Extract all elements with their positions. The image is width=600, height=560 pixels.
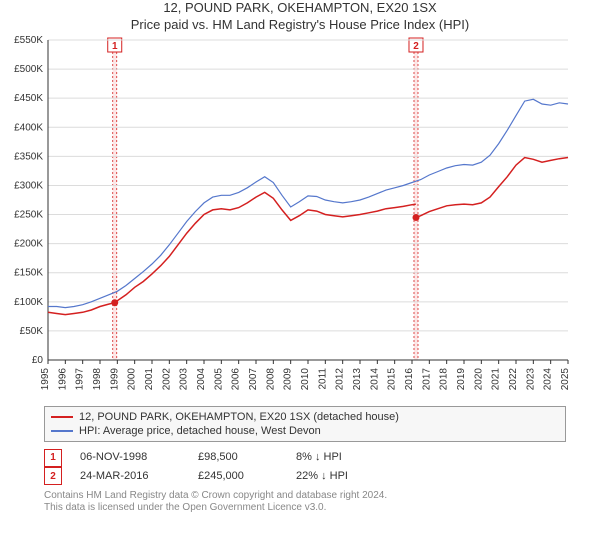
svg-text:2010: 2010 bbox=[300, 367, 311, 390]
svg-text:2018: 2018 bbox=[439, 367, 450, 390]
svg-text:2020: 2020 bbox=[473, 367, 484, 390]
svg-text:2005: 2005 bbox=[213, 367, 224, 390]
svg-text:2000: 2000 bbox=[127, 367, 138, 390]
svg-text:2011: 2011 bbox=[317, 367, 328, 389]
svg-text:£250K: £250K bbox=[14, 209, 43, 220]
event-price: £98,500 bbox=[198, 448, 278, 467]
svg-text:2013: 2013 bbox=[352, 367, 363, 390]
svg-text:£50K: £50K bbox=[20, 326, 44, 337]
svg-text:2014: 2014 bbox=[369, 367, 380, 390]
legend: 12, POUND PARK, OKEHAMPTON, EX20 1SX (de… bbox=[44, 406, 566, 443]
events-table: 1 06-NOV-1998 £98,500 8% ↓ HPI 2 24-MAR-… bbox=[44, 448, 566, 485]
page-subtitle: Price paid vs. HM Land Registry's House … bbox=[0, 17, 600, 34]
svg-text:2002: 2002 bbox=[161, 367, 172, 390]
footer-line: This data is licensed under the Open Gov… bbox=[44, 502, 566, 515]
event-row: 1 06-NOV-1998 £98,500 8% ↓ HPI bbox=[44, 448, 566, 467]
svg-text:2016: 2016 bbox=[404, 367, 415, 390]
svg-text:2006: 2006 bbox=[231, 367, 242, 390]
svg-text:£150K: £150K bbox=[14, 268, 43, 279]
legend-item-hpi: HPI: Average price, detached house, West… bbox=[51, 424, 559, 438]
svg-text:1996: 1996 bbox=[57, 367, 68, 390]
svg-text:£550K: £550K bbox=[14, 35, 43, 46]
svg-text:£0: £0 bbox=[32, 355, 44, 366]
legend-label: 12, POUND PARK, OKEHAMPTON, EX20 1SX (de… bbox=[79, 410, 399, 424]
footer: Contains HM Land Registry data © Crown c… bbox=[44, 490, 566, 515]
svg-text:2024: 2024 bbox=[543, 367, 554, 390]
svg-text:2003: 2003 bbox=[179, 367, 190, 390]
svg-text:2019: 2019 bbox=[456, 367, 467, 390]
event-row: 2 24-MAR-2016 £245,000 22% ↓ HPI bbox=[44, 467, 566, 486]
svg-text:£350K: £350K bbox=[14, 151, 43, 162]
event-price: £245,000 bbox=[198, 467, 278, 486]
legend-label: HPI: Average price, detached house, West… bbox=[79, 424, 321, 438]
svg-text:2: 2 bbox=[413, 41, 419, 52]
svg-text:£400K: £400K bbox=[14, 122, 43, 133]
svg-text:2004: 2004 bbox=[196, 367, 207, 390]
svg-text:2025: 2025 bbox=[560, 367, 571, 390]
event-badge: 1 bbox=[44, 449, 62, 467]
legend-swatch bbox=[51, 416, 73, 418]
svg-text:2008: 2008 bbox=[265, 367, 276, 390]
svg-text:£100K: £100K bbox=[14, 297, 43, 308]
footer-line: Contains HM Land Registry data © Crown c… bbox=[44, 490, 566, 503]
svg-text:2022: 2022 bbox=[508, 367, 519, 390]
legend-swatch bbox=[51, 430, 73, 432]
svg-text:2021: 2021 bbox=[491, 367, 502, 390]
svg-text:£450K: £450K bbox=[14, 93, 43, 104]
price-chart: 1 2 £0 £50K £100K £150K £200K £250K £300K £350K £4… bbox=[0, 34, 600, 402]
event-badge: 2 bbox=[44, 467, 62, 485]
svg-text:1: 1 bbox=[112, 41, 118, 52]
event-delta: 22% ↓ HPI bbox=[296, 467, 348, 486]
svg-text:1999: 1999 bbox=[109, 367, 120, 390]
svg-text:2009: 2009 bbox=[283, 367, 294, 390]
svg-text:2007: 2007 bbox=[248, 367, 259, 390]
svg-text:2001: 2001 bbox=[144, 367, 155, 390]
event-date: 24-MAR-2016 bbox=[80, 467, 180, 486]
page-title: 12, POUND PARK, OKEHAMPTON, EX20 1SX bbox=[0, 0, 600, 17]
legend-item-property: 12, POUND PARK, OKEHAMPTON, EX20 1SX (de… bbox=[51, 410, 559, 424]
svg-text:£200K: £200K bbox=[14, 238, 43, 249]
svg-text:£300K: £300K bbox=[14, 180, 43, 191]
svg-text:2012: 2012 bbox=[335, 367, 346, 390]
svg-text:1997: 1997 bbox=[75, 367, 86, 390]
svg-text:2017: 2017 bbox=[421, 367, 432, 390]
svg-text:1995: 1995 bbox=[40, 367, 51, 390]
svg-text:£500K: £500K bbox=[14, 64, 43, 75]
svg-text:2015: 2015 bbox=[387, 367, 398, 390]
svg-text:1998: 1998 bbox=[92, 367, 103, 390]
event-delta: 8% ↓ HPI bbox=[296, 448, 342, 467]
svg-text:2023: 2023 bbox=[525, 367, 536, 390]
event-date: 06-NOV-1998 bbox=[80, 448, 180, 467]
